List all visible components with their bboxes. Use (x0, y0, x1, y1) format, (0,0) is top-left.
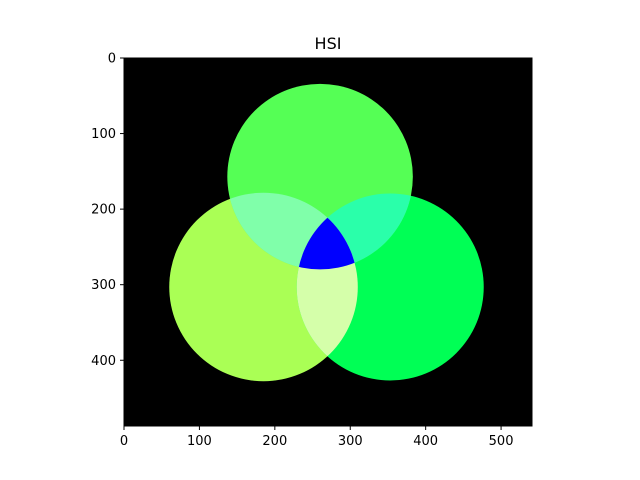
y-axis-ticks: 0 100 200 300 400 (91, 52, 124, 369)
overlap-all (296, 193, 358, 270)
x-axis-ticks: 0 100 200 300 400 500 (120, 426, 514, 449)
y-tick-label: 400 (91, 354, 116, 369)
x-tick-label: 300 (338, 434, 363, 449)
y-tick-label: 100 (91, 127, 116, 142)
y-tick-label: 300 (91, 278, 116, 293)
y-tick-label: 0 (108, 52, 116, 67)
figure-title: HSI (315, 34, 342, 53)
image-area (123, 57, 533, 427)
x-tick-label: 200 (262, 434, 287, 449)
y-tick-label: 200 (91, 203, 116, 218)
x-tick-label: 100 (187, 434, 212, 449)
x-tick-label: 0 (120, 434, 128, 449)
x-tick-label: 500 (489, 434, 514, 449)
axes-frame (123, 57, 533, 427)
x-tick-label: 400 (413, 434, 438, 449)
